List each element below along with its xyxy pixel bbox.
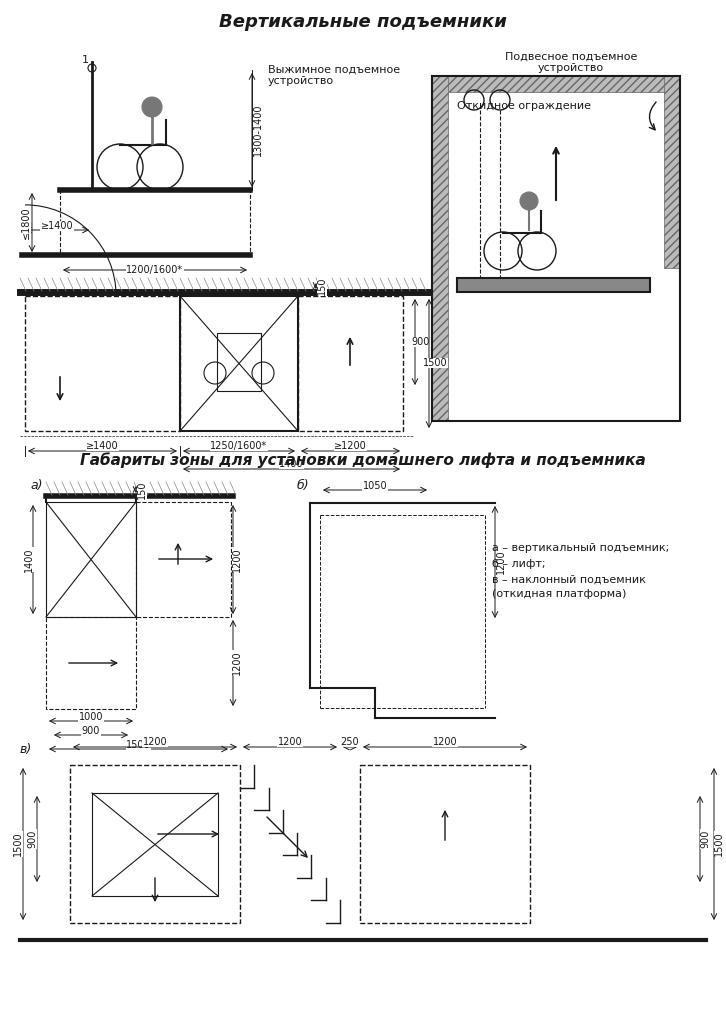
Text: 150: 150: [137, 481, 147, 499]
Bar: [46, 617, 136, 709]
Text: 1200/1600*: 1200/1600*: [126, 265, 184, 275]
Text: ≥1400: ≥1400: [86, 441, 119, 451]
Bar: [360, 765, 530, 923]
Text: б – лифт;: б – лифт;: [492, 559, 545, 569]
Bar: [664, 76, 680, 268]
Text: Откидное ограждение: Откидное ограждение: [457, 101, 591, 111]
Text: 1200: 1200: [433, 737, 457, 747]
Text: 900: 900: [27, 830, 37, 848]
Text: 1000: 1000: [78, 712, 103, 722]
Text: б): б): [297, 480, 309, 493]
Text: ≥1400: ≥1400: [41, 221, 73, 231]
Text: 1400: 1400: [24, 547, 34, 572]
Bar: [70, 765, 240, 923]
Bar: [457, 278, 650, 292]
Text: в – наклонный подъемник: в – наклонный подъемник: [492, 575, 646, 585]
Text: 1500: 1500: [423, 358, 447, 368]
Text: ≥1200: ≥1200: [334, 441, 367, 451]
Text: 1: 1: [82, 55, 89, 65]
Text: 1200: 1200: [277, 737, 302, 747]
Bar: [25, 296, 180, 431]
Text: 1200: 1200: [232, 547, 242, 572]
Circle shape: [142, 97, 162, 117]
Bar: [432, 76, 680, 92]
Text: а): а): [30, 480, 43, 493]
Text: Габариты зоны для установки домашнего лифта и подъемника: Габариты зоны для установки домашнего ли…: [80, 452, 646, 468]
Bar: [432, 76, 680, 421]
Bar: [46, 502, 136, 617]
Text: 1500: 1500: [714, 831, 724, 856]
Text: в): в): [20, 743, 32, 756]
Text: 1500: 1500: [126, 740, 151, 750]
Text: 1250/1600*: 1250/1600*: [211, 441, 268, 451]
Text: 1050: 1050: [363, 481, 387, 491]
Text: (откидная платформа): (откидная платформа): [492, 589, 627, 599]
Text: Подвесное подъемное
устройство: Подвесное подъемное устройство: [505, 52, 637, 73]
Text: ≤1800: ≤1800: [21, 206, 31, 238]
Bar: [60, 190, 250, 255]
Text: 150: 150: [317, 277, 327, 295]
Text: 250: 250: [340, 737, 359, 747]
Text: Выжимное подъемное
устройство: Выжимное подъемное устройство: [268, 65, 400, 86]
Text: а – вертикальный подъемник;: а – вертикальный подъемник;: [492, 543, 669, 553]
Text: 900: 900: [412, 337, 431, 347]
Text: Вертикальные подъемники: Вертикальные подъемники: [219, 13, 507, 31]
Bar: [217, 333, 261, 391]
Bar: [136, 502, 231, 617]
Circle shape: [520, 192, 538, 210]
Text: 1300-1400: 1300-1400: [253, 104, 263, 157]
Text: 1200: 1200: [232, 650, 242, 676]
Text: 1500: 1500: [13, 831, 23, 856]
Text: 1200: 1200: [496, 549, 506, 575]
Text: 1400: 1400: [280, 459, 303, 469]
Bar: [432, 76, 448, 421]
Bar: [180, 296, 298, 431]
Text: 1200: 1200: [143, 737, 167, 747]
Text: 900: 900: [82, 726, 100, 736]
Bar: [92, 793, 218, 896]
Text: 900: 900: [700, 830, 710, 848]
Bar: [298, 296, 403, 431]
